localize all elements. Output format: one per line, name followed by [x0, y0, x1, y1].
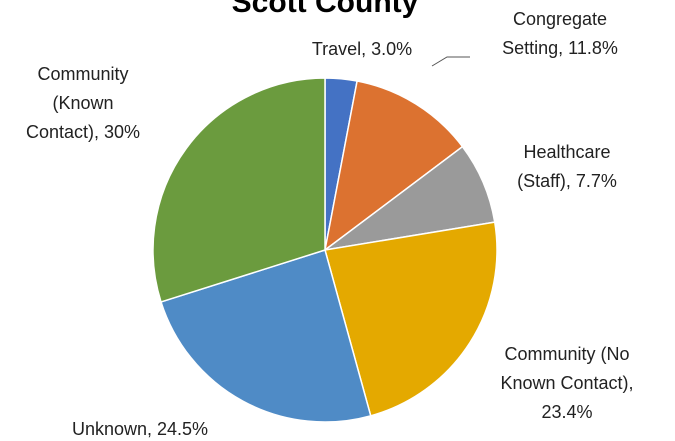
data-label: Contact), 30% — [26, 122, 140, 142]
chart-title: Scott County — [232, 0, 419, 19]
data-label: (Staff), 7.7% — [517, 171, 617, 191]
pie-slice — [152, 77, 326, 303]
data-label: Setting, 11.8% — [502, 38, 618, 58]
data-label: Community — [37, 64, 128, 84]
data-label: Known Contact), — [500, 373, 633, 393]
pie-slice — [160, 249, 372, 423]
data-label: Travel, 3.0% — [312, 39, 412, 59]
pie-slice — [324, 221, 498, 417]
data-label: 23.4% — [541, 402, 592, 422]
data-label: Healthcare — [523, 142, 610, 162]
leader-line — [431, 56, 470, 67]
data-label: Community (No — [504, 344, 629, 364]
data-label: Congregate — [513, 9, 607, 29]
data-label: (Known — [52, 93, 113, 113]
pie-slice — [323, 80, 464, 252]
data-label: Unknown, 24.5% — [72, 419, 208, 439]
